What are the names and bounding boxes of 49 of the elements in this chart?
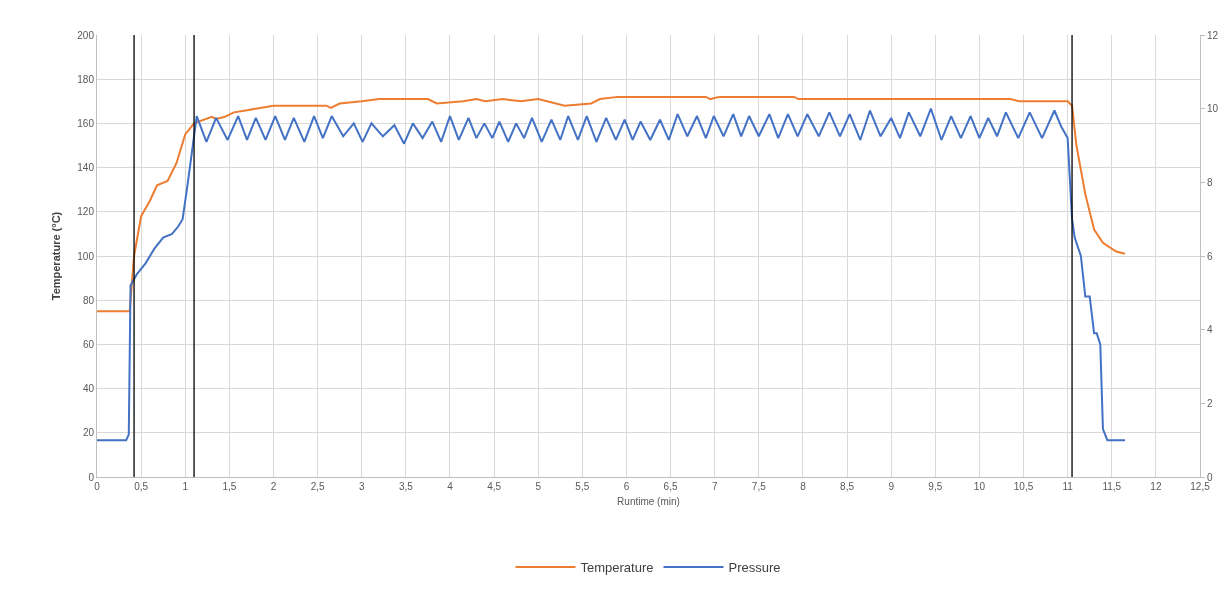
x-tick-label: 11 bbox=[1062, 481, 1074, 492]
x-tick-label: 4,5 bbox=[487, 481, 502, 492]
x-tick-label: 2,5 bbox=[310, 481, 325, 492]
x-tick-label: 8,5 bbox=[840, 481, 855, 492]
y-tick-label: 100 bbox=[77, 250, 95, 262]
y-tick-label: 20 bbox=[82, 427, 95, 439]
x-axis-title: Runtime (min) bbox=[617, 495, 680, 507]
x-tick-label: 0,5 bbox=[134, 481, 149, 492]
line-series bbox=[97, 95, 1126, 313]
y-axis-title: Temperature (°C) bbox=[49, 211, 62, 301]
x-tick-label: 10,5 bbox=[1013, 481, 1034, 492]
x-tick-label: 4 bbox=[447, 481, 454, 492]
x-tick-label: 11,5 bbox=[1102, 481, 1122, 492]
x-tick-label: 7,5 bbox=[751, 481, 767, 492]
y-tick-label: 180 bbox=[77, 73, 95, 85]
y-tick-label: 140 bbox=[77, 162, 95, 174]
x-tick-label: 10 bbox=[973, 481, 986, 492]
y-tick-label: 60 bbox=[82, 338, 95, 350]
x-tick-label: 8 bbox=[800, 481, 807, 492]
y2-tick-label: 6 bbox=[1207, 250, 1213, 262]
y-tick-label: 200 bbox=[77, 29, 95, 41]
y2-tick-label: 10 bbox=[1207, 103, 1219, 115]
x-tick-label: 6 bbox=[623, 481, 630, 492]
x-tick-label: 1 bbox=[182, 481, 189, 492]
y2-tick-label: 2 bbox=[1207, 397, 1213, 409]
y2-tick-label: 4 bbox=[1207, 324, 1213, 336]
x-tick-label: 12,5 bbox=[1190, 481, 1211, 492]
y-tick-label: 160 bbox=[77, 117, 95, 129]
y2-tick-label: 12 bbox=[1207, 29, 1219, 41]
y-tick-label: 120 bbox=[77, 206, 95, 218]
legend-label: Temperature bbox=[580, 560, 654, 576]
y2-tick-label: 0 bbox=[1207, 471, 1213, 483]
y-tick-label: 0 bbox=[88, 471, 95, 483]
x-tick-label: 1,5 bbox=[222, 481, 237, 492]
y-tick-label: 40 bbox=[82, 383, 95, 395]
x-tick-label: 9 bbox=[888, 481, 895, 492]
line-series bbox=[97, 107, 1126, 442]
y-tick-label: 80 bbox=[82, 294, 95, 306]
x-tick-label: 3 bbox=[358, 481, 365, 492]
x-tick-label: 5 bbox=[535, 481, 542, 492]
y2-tick-label: 8 bbox=[1207, 176, 1213, 188]
x-tick-label: 7 bbox=[711, 481, 718, 492]
legend-label: Pressure bbox=[728, 560, 781, 576]
x-tick-label: 2 bbox=[270, 481, 277, 492]
x-tick-label: 9,5 bbox=[928, 481, 943, 492]
x-tick-label: 3,5 bbox=[398, 481, 414, 492]
x-tick-label: 5,5 bbox=[575, 481, 590, 492]
x-tick-label: 12 bbox=[1150, 481, 1162, 492]
x-tick-label: 6,5 bbox=[663, 481, 678, 492]
